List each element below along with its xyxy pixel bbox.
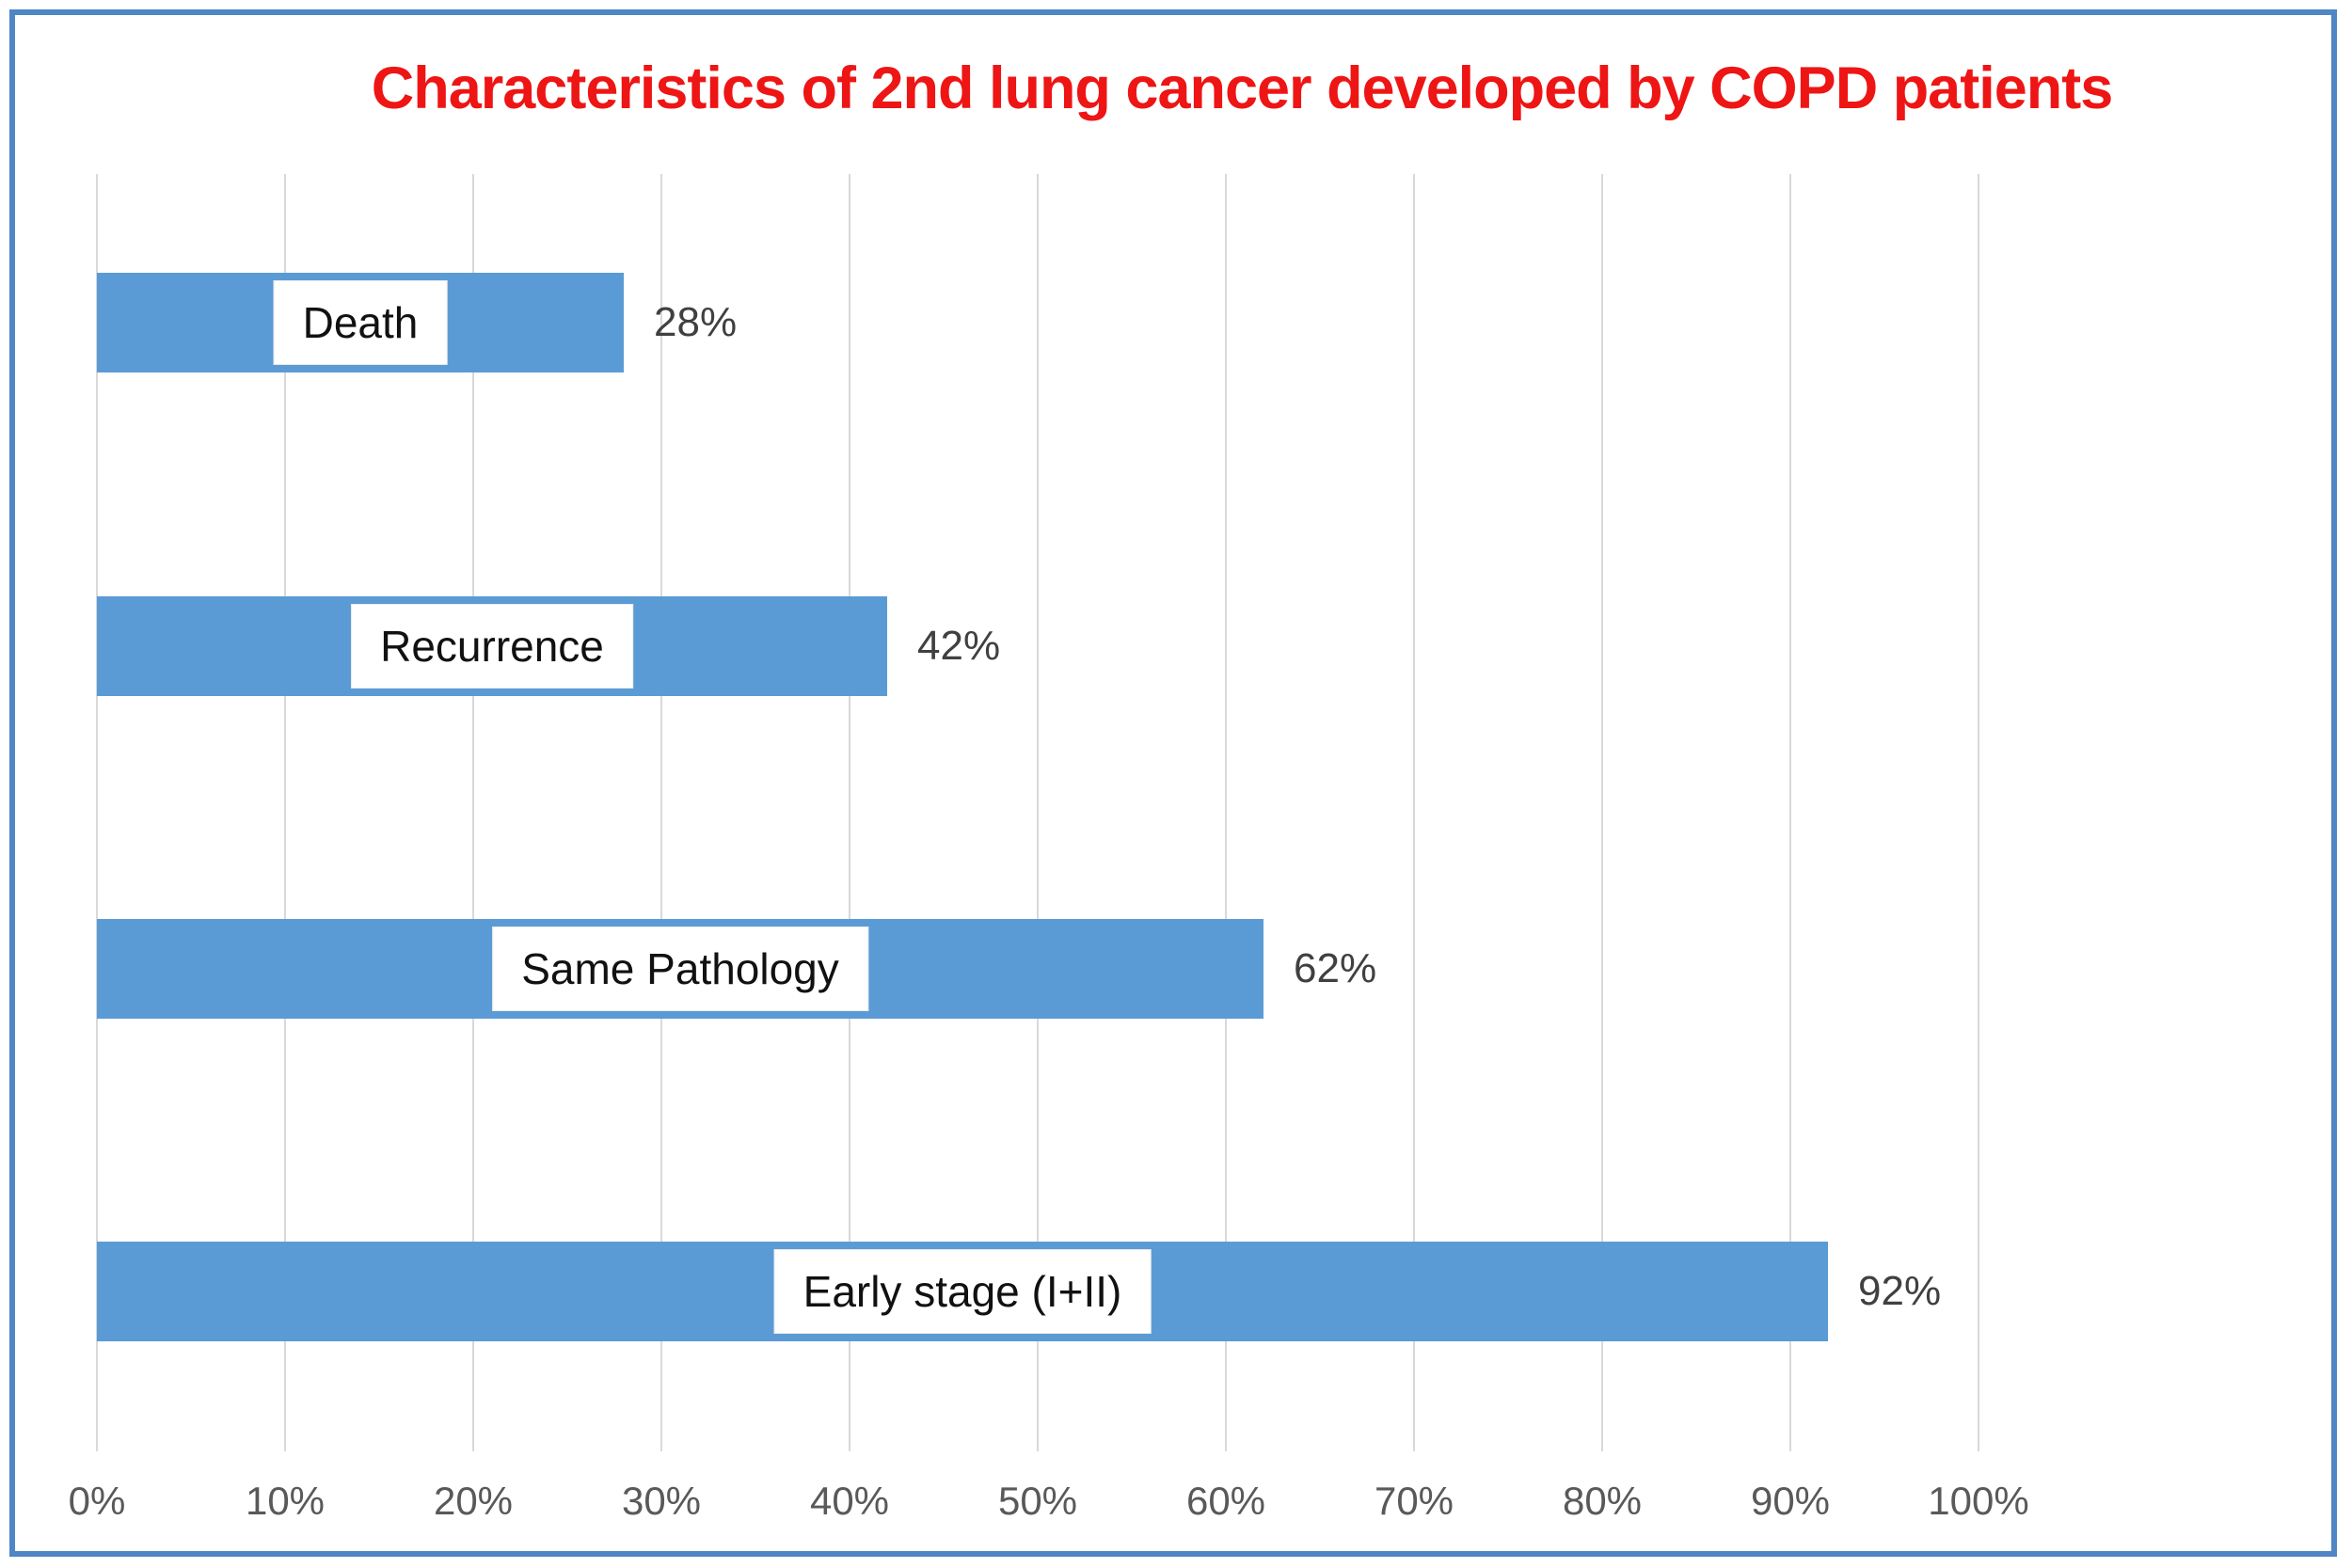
x-axis-tick-label: 100% — [1928, 1479, 2029, 1523]
bar-label-box: Same Pathology — [492, 927, 868, 1011]
gridline — [1225, 174, 1227, 1451]
x-axis-tick-label: 30% — [621, 1479, 702, 1523]
x-axis-tick-label: 60% — [1185, 1479, 1266, 1523]
bar-label-box: Death — [273, 280, 448, 365]
bar-label-box: Recurrence — [351, 604, 633, 689]
gridline — [1413, 174, 1415, 1451]
gridline — [1789, 174, 1791, 1451]
x-axis-tick-label: 0% — [68, 1479, 126, 1523]
x-axis-tick-label: 80% — [1562, 1479, 1643, 1523]
bar-category-label: Recurrence — [380, 622, 604, 671]
x-axis-tick-label: 70% — [1374, 1479, 1454, 1523]
gridline — [472, 174, 474, 1451]
x-axis-tick-label: 50% — [997, 1479, 1078, 1523]
bar-category-label: Same Pathology — [521, 944, 839, 993]
gridline — [1601, 174, 1603, 1451]
gridline — [660, 174, 662, 1451]
x-axis-tick-label: 90% — [1750, 1479, 1831, 1523]
bar-label-box: Early stage (I+II) — [773, 1249, 1152, 1334]
x-axis-tick-label: 40% — [809, 1479, 890, 1523]
x-axis-tick-label: 10% — [245, 1479, 326, 1523]
bar-value-label: 28% — [654, 299, 738, 345]
bar-category-label: Early stage (I+II) — [803, 1267, 1122, 1316]
bar-value-label: 92% — [1858, 1268, 1942, 1314]
gridline — [284, 174, 286, 1451]
gridline — [96, 174, 98, 1451]
bar-category-label: Death — [302, 298, 419, 347]
bar-value-label: 62% — [1294, 945, 1377, 991]
gridline — [1037, 174, 1039, 1451]
gridline — [849, 174, 850, 1451]
gridline — [1978, 174, 1979, 1451]
x-axis-tick-label: 20% — [433, 1479, 514, 1523]
chart-title: Characteristics of 2nd lung cancer devel… — [371, 55, 2114, 121]
bar-value-label: 42% — [917, 623, 1001, 669]
